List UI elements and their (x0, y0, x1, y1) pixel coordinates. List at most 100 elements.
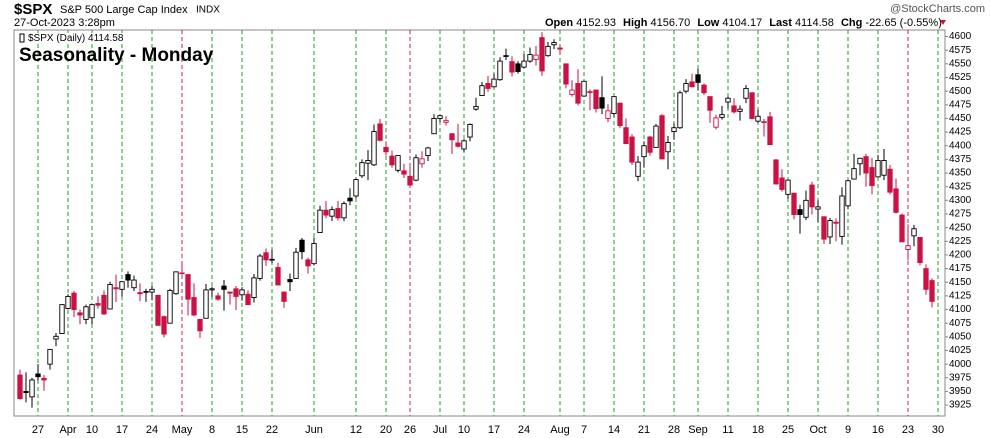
candle-body (347, 197, 353, 202)
x-tick-label: 22 (266, 424, 278, 436)
candle-body (401, 170, 407, 175)
x-tick-label: Aug (550, 424, 570, 436)
candle-body (329, 209, 335, 217)
x-tick-label: 11 (722, 424, 733, 436)
quote: Open 4152.93 High 4156.70 Low 4104.17 La… (545, 17, 942, 29)
timestamp: 27-Oct-2023 3:28pm (14, 17, 115, 29)
candle-body (35, 373, 41, 378)
y-tick-label: 4050 (949, 331, 972, 342)
candle-body (179, 272, 185, 275)
legend-icon (19, 33, 25, 43)
y-tick-label: 4475 (949, 99, 972, 110)
candle-body (359, 162, 365, 177)
candle-body (215, 295, 221, 300)
candle-body (533, 54, 539, 60)
candle-body (923, 268, 929, 290)
y-tick-label: 4600 (949, 31, 972, 42)
candle-body (71, 292, 77, 310)
candle-body (131, 279, 137, 289)
candle-body (467, 124, 473, 138)
legend: $SPX (Daily) 4114.58 (28, 33, 124, 44)
candle-body (707, 96, 713, 111)
candle-body (821, 216, 827, 240)
candle-body (209, 288, 215, 291)
y-tick-label: 4100 (949, 304, 972, 315)
candle-body (287, 279, 293, 283)
x-tick-label: May (172, 424, 193, 436)
candle-body (107, 283, 113, 310)
candle-body (413, 157, 419, 181)
y-tick-label: 4225 (949, 236, 972, 247)
down-arrow (940, 20, 946, 25)
candle-body (917, 237, 923, 264)
candle-body (335, 208, 341, 219)
candle-body (143, 291, 149, 293)
y-tick-label: 4575 (949, 45, 972, 56)
x-tick-label: Sep (688, 424, 708, 436)
candle-body (563, 63, 569, 85)
candle-body (635, 161, 641, 177)
candle-body (797, 209, 803, 215)
candle-body (677, 92, 683, 129)
candle-body (275, 267, 281, 286)
candle-body (389, 155, 395, 166)
candle-body (629, 136, 635, 163)
index-name: S&P 500 Large Cap Index (60, 4, 188, 16)
quote-value: (-0.55%) (900, 17, 942, 29)
candle-body (773, 159, 779, 185)
y-tick-label: 4500 (949, 86, 972, 97)
candle-body (317, 209, 323, 234)
candle-body (455, 142, 461, 147)
x-tick-label: 28 (668, 424, 680, 436)
candle-body (239, 289, 245, 296)
symbol: $SPX (14, 1, 52, 18)
candle-body (887, 168, 893, 193)
candle-body (137, 292, 143, 295)
candle-body (29, 379, 35, 398)
x-tick-label: 10 (86, 424, 98, 436)
candle-body (23, 390, 29, 393)
candle-body (251, 277, 257, 298)
y-tick-label: 3950 (949, 386, 972, 397)
candle-body (695, 74, 701, 83)
candle-body (425, 147, 431, 157)
candle-body (893, 188, 899, 213)
candle-body (125, 274, 131, 281)
quote-value: 4156.70 (651, 17, 691, 29)
candle-body (53, 335, 59, 340)
x-tick-label: Jul (433, 424, 447, 436)
candle-body (545, 45, 551, 57)
candle-body (155, 294, 161, 326)
candle-body (911, 228, 917, 237)
x-tick-label: 26 (404, 424, 416, 436)
y-tick-label: 4450 (949, 113, 972, 124)
candle-body (929, 280, 935, 302)
candle-body (761, 121, 767, 123)
candle-body (221, 285, 227, 290)
candle-body (845, 180, 851, 207)
candle-body (371, 131, 377, 166)
candle-body (653, 125, 659, 148)
x-tick-label: 10 (458, 424, 470, 436)
x-tick-label: 17 (488, 424, 500, 436)
y-tick-label: 4425 (949, 127, 972, 138)
candle-body (617, 102, 623, 126)
y-tick-label: 4400 (949, 140, 972, 151)
candle-body (269, 258, 275, 261)
x-tick-label: 17 (116, 424, 128, 436)
candle-body (293, 251, 299, 279)
candle-body (89, 304, 95, 319)
candle-body (341, 203, 347, 219)
quote-label: High (623, 17, 648, 29)
candle-body (173, 271, 179, 295)
x-tick-label: 27 (32, 424, 44, 436)
candle-body (857, 157, 863, 165)
candle-body (689, 81, 695, 88)
candle-body (167, 289, 173, 324)
candle-body (755, 115, 761, 122)
candle-body (377, 123, 383, 141)
x-tick-label: Oct (809, 424, 826, 436)
candle-body (713, 117, 719, 128)
x-tick-label: 24 (518, 424, 530, 436)
